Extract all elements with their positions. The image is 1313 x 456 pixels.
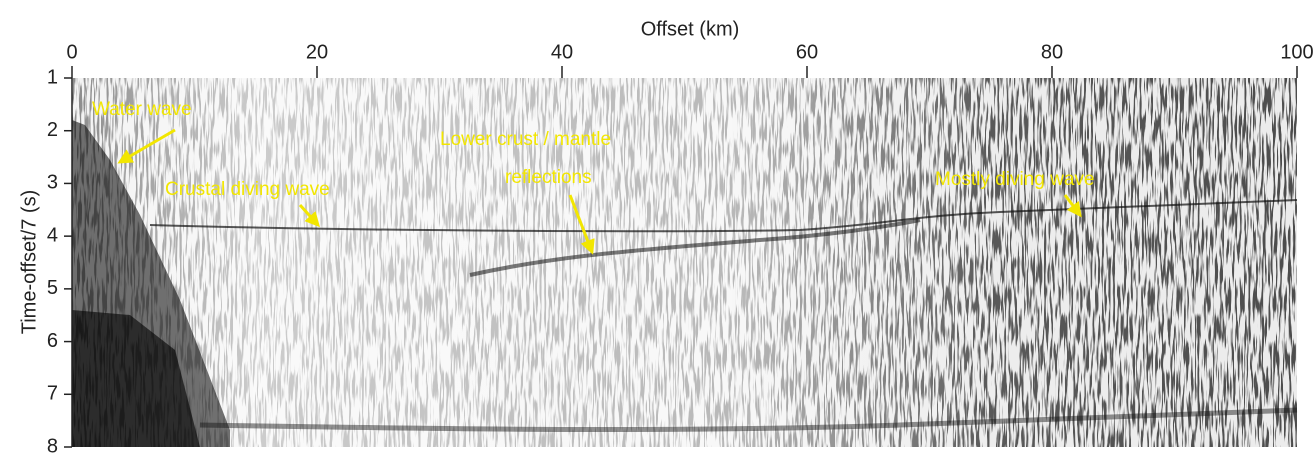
diving-wave-event [149, 199, 1298, 233]
y-tick-label: 7 [47, 383, 58, 405]
annotation-arrow [1063, 194, 1082, 218]
annotation: Mostly diving wave [935, 169, 1094, 190]
y-tick-label: 6 [47, 330, 58, 352]
reflection-event [469, 218, 921, 277]
x-tick-label: 40 [551, 41, 573, 63]
x-tick-label: 100 [1280, 41, 1313, 63]
x-tick-label: 0 [66, 41, 77, 63]
y-tick-label: 3 [47, 172, 58, 194]
annotation: Crustal diving wave [165, 179, 330, 200]
y-tick-label: 4 [47, 224, 58, 246]
y-tick-label: 5 [47, 277, 58, 299]
y-tick-label: 2 [47, 119, 58, 141]
y-tick-label: 1 [47, 66, 58, 88]
annotation: reflections [505, 167, 592, 188]
x-tick-label: 20 [306, 41, 328, 63]
x-tick-label: 60 [796, 41, 818, 63]
deep-event [199, 407, 1298, 433]
dark-zone [72, 310, 200, 447]
x-tick-label: 80 [1041, 41, 1063, 63]
annotation-arrow [117, 128, 176, 164]
annotation-arrow [298, 203, 321, 228]
seismic-image [72, 78, 1298, 447]
x-axis-label: Offset (km) [641, 18, 740, 40]
image-fade [72, 78, 1297, 447]
annotation-arrow [568, 194, 595, 255]
annotation: Lower crust / mantle [440, 129, 611, 150]
y-axis-label: Time-offset/7 (s) [18, 190, 40, 334]
y-tick-label: 8 [47, 435, 58, 456]
annotation: Water wave [92, 99, 192, 120]
